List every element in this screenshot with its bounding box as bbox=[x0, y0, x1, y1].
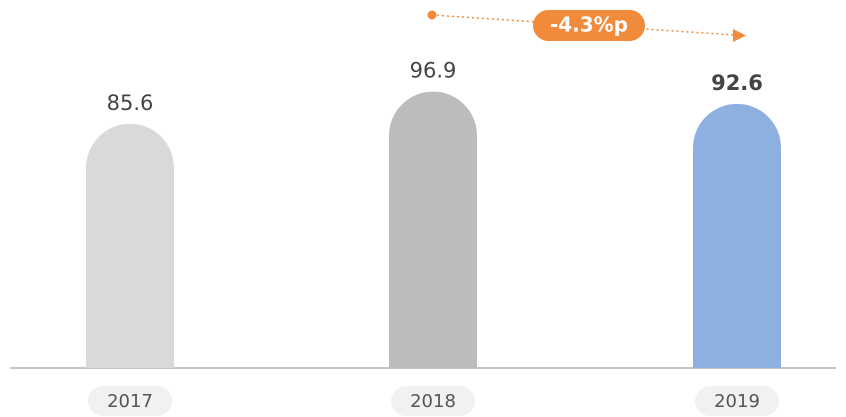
category-pill bbox=[88, 386, 172, 416]
bar bbox=[389, 91, 477, 368]
category-pill bbox=[391, 386, 475, 416]
annotation-pill bbox=[533, 10, 645, 41]
trend-arrow-head bbox=[733, 29, 746, 42]
category-pill bbox=[695, 386, 779, 416]
value-label: 92.6 bbox=[711, 71, 763, 95]
x-tick-label: 2019 bbox=[714, 391, 760, 412]
x-tick-label: 2017 bbox=[107, 391, 153, 412]
annotation: -4.3%p bbox=[550, 13, 628, 37]
bar bbox=[693, 103, 781, 368]
value-label: 85.6 bbox=[107, 91, 154, 115]
trend-arrow-start bbox=[427, 10, 437, 20]
value-label: 96.9 bbox=[410, 59, 457, 83]
bar bbox=[86, 123, 174, 368]
x-tick-label: 2018 bbox=[410, 391, 456, 412]
